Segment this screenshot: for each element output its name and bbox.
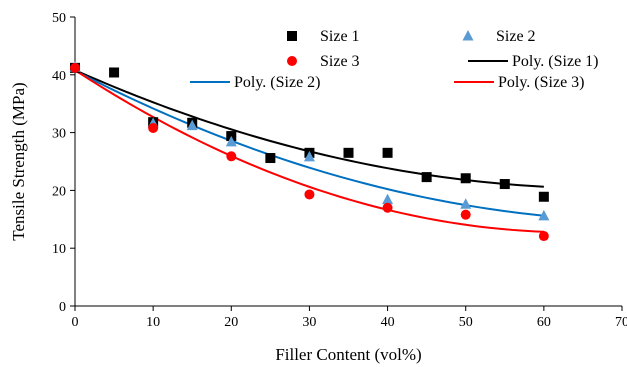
data-point xyxy=(109,67,120,78)
axes: 0 10 20 30 40 50 0 10 20 30 40 50 60 70 xyxy=(52,11,627,330)
y-tick-label: 0 xyxy=(59,300,66,315)
x-tick-label: 30 xyxy=(302,315,316,330)
legend-label: Size 2 xyxy=(496,28,536,45)
data-point xyxy=(303,150,315,162)
data-point xyxy=(538,209,550,221)
data-point xyxy=(226,151,237,162)
data-points xyxy=(69,61,550,242)
data-point xyxy=(148,122,159,133)
legend-label: Poly. (Size 3) xyxy=(498,74,585,91)
data-point xyxy=(499,179,510,190)
data-point xyxy=(460,209,471,220)
data-point xyxy=(304,189,315,200)
x-tick-label: 70 xyxy=(615,315,627,330)
legend-label: Size 3 xyxy=(320,53,360,70)
legend-label: Poly. (Size 2) xyxy=(234,74,321,91)
legend-marker xyxy=(287,31,297,41)
x-tick-label: 20 xyxy=(224,315,238,330)
data-point xyxy=(70,62,80,73)
data-point xyxy=(225,135,237,147)
legend-marker xyxy=(462,30,474,41)
data-point xyxy=(265,153,276,164)
y-tick-label: 40 xyxy=(52,69,66,84)
x-tick-label: 10 xyxy=(146,315,160,330)
x-tick-label: 50 xyxy=(459,315,473,330)
legend-label: Poly. (Size 1) xyxy=(512,53,599,70)
legend-marker xyxy=(287,56,297,66)
legend-label: Size 1 xyxy=(320,28,360,45)
data-point xyxy=(460,198,472,209)
y-tick-label: 30 xyxy=(52,127,66,142)
data-point xyxy=(538,191,549,202)
data-point xyxy=(538,231,549,242)
x-tick-label: 40 xyxy=(381,315,395,330)
y-tick-label: 10 xyxy=(52,242,66,257)
data-point xyxy=(186,119,198,131)
data-point xyxy=(382,193,394,205)
x-tick-label: 0 xyxy=(72,315,79,330)
x-tick-label: 60 xyxy=(537,315,551,330)
legend: Size 1 Size 2 Size 3 Poly. (Size 1) Poly. (S… xyxy=(190,28,599,91)
data-point xyxy=(421,172,432,183)
data-point xyxy=(382,147,393,158)
data-point xyxy=(460,173,471,184)
trendline xyxy=(74,69,544,233)
y-tick-label: 50 xyxy=(52,11,66,26)
y-axis-title: Tensile Strength (MPa) xyxy=(9,82,28,240)
x-axis-title: Filler Content (vol%) xyxy=(275,345,421,364)
y-tick-label: 20 xyxy=(52,184,66,199)
data-point xyxy=(343,147,354,158)
data-point xyxy=(382,202,393,213)
